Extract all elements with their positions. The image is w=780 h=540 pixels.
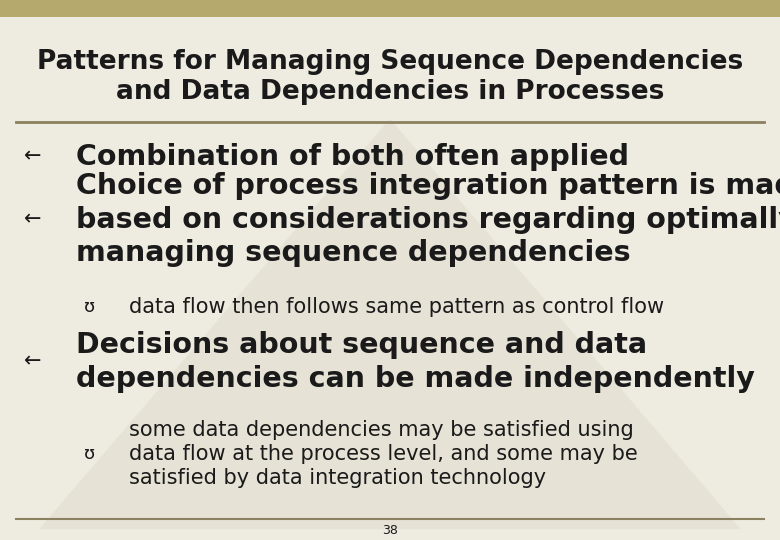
Text: Decisions about sequence and data
dependencies can be made independently: Decisions about sequence and data depend… — [76, 331, 755, 393]
Bar — [0, 0, 780, 17]
Text: some data dependencies may be satisfied using
data flow at the process level, an: some data dependencies may be satisfied … — [129, 420, 637, 488]
Text: ʊ: ʊ — [84, 298, 95, 316]
Polygon shape — [39, 119, 741, 529]
Text: ʊ: ʊ — [84, 444, 95, 463]
Text: and Data Dependencies in Processes: and Data Dependencies in Processes — [115, 79, 665, 105]
Text: 38: 38 — [382, 524, 398, 537]
Text: ←: ← — [24, 352, 41, 372]
Text: ←: ← — [24, 146, 41, 167]
Text: data flow then follows same pattern as control flow: data flow then follows same pattern as c… — [129, 296, 664, 317]
Text: ←: ← — [24, 210, 41, 230]
Text: Combination of both often applied: Combination of both often applied — [76, 143, 629, 171]
Text: Choice of process integration pattern is made
based on considerations regarding : Choice of process integration pattern is… — [76, 172, 780, 267]
Text: Patterns for Managing Sequence Dependencies: Patterns for Managing Sequence Dependenc… — [37, 49, 743, 75]
